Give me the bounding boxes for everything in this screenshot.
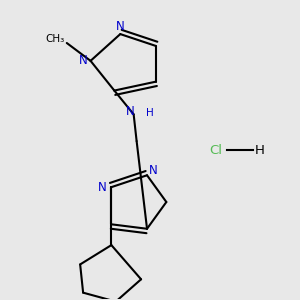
Text: N: N — [126, 105, 135, 118]
Text: N: N — [148, 164, 157, 177]
Text: N: N — [116, 20, 125, 33]
Text: N: N — [98, 181, 107, 194]
Text: CH₃: CH₃ — [45, 34, 64, 44]
Text: N: N — [79, 54, 88, 67]
Text: H: H — [146, 108, 154, 118]
Text: H: H — [255, 143, 265, 157]
Text: Cl: Cl — [209, 143, 222, 157]
